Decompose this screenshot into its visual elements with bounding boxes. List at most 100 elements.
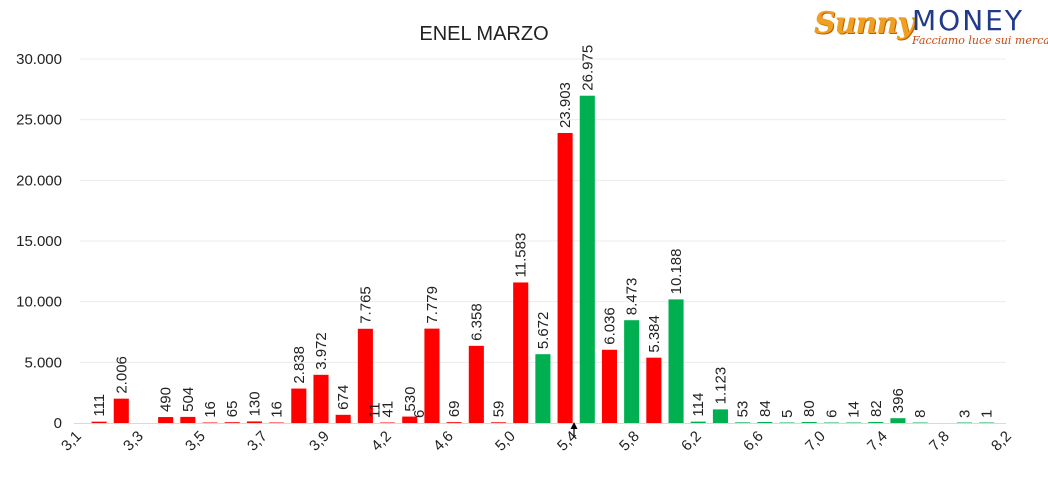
bar (979, 422, 995, 423)
x-tick-label: 6,6 (740, 428, 767, 455)
bar (579, 95, 595, 423)
data-label: 8 (912, 410, 929, 418)
data-label: 59 (491, 401, 508, 418)
bar (291, 388, 307, 423)
data-label: 16 (202, 401, 219, 418)
bar (757, 421, 773, 423)
bar (246, 421, 262, 423)
gridlines (80, 58, 1006, 363)
x-tick-label: 3,3 (120, 428, 147, 455)
x-tick-label: 5,4 (554, 428, 581, 455)
logo-brand-left: Sunny (814, 6, 915, 41)
bar (269, 422, 285, 423)
data-label: 111 (91, 394, 108, 417)
x-tick-label: 4,6 (430, 428, 457, 455)
bar (712, 409, 728, 423)
data-label: 53 (735, 401, 752, 418)
current-price-marker (570, 422, 578, 437)
y-tick-label: 0 (54, 415, 62, 432)
chart-title: ENEL MARZO (419, 23, 548, 45)
bar (513, 282, 529, 423)
bar (357, 328, 373, 423)
bar (557, 132, 573, 423)
x-tick-label: 8,2 (988, 428, 1015, 455)
data-label: 84 (757, 400, 774, 417)
bar (202, 422, 218, 423)
bar (846, 422, 862, 423)
bar (868, 422, 884, 423)
y-tick-label: 25.000 (16, 112, 62, 129)
data-label: 114 (690, 393, 707, 417)
bar (646, 357, 662, 423)
data-label: 80 (801, 400, 818, 417)
y-tick-label: 20.000 (16, 172, 62, 189)
y-axis-ticks: 0 5.000 10.000 15.000 20.000 25.000 30.000 (16, 51, 62, 432)
data-label: 5.672 (535, 312, 552, 350)
y-tick-label: 15.000 (16, 233, 62, 250)
bar (91, 421, 107, 423)
data-label: 10.188 (668, 248, 685, 294)
bar (158, 417, 174, 423)
data-label: 82 (868, 400, 885, 417)
data-label: 3.972 (313, 332, 330, 370)
data-label: 6.036 (601, 307, 618, 345)
data-label: 5 (779, 410, 796, 418)
data-label: 490 (158, 387, 175, 412)
data-label: 6.358 (468, 303, 485, 341)
data-label: 6 (411, 410, 428, 418)
y-tick-label: 5.000 (24, 354, 62, 371)
bar (601, 349, 618, 423)
data-label: 16 (269, 401, 286, 418)
data-label: 14 (846, 401, 863, 418)
data-label: 6 (823, 410, 840, 418)
x-tick-label: 7,4 (864, 428, 891, 455)
x-tick-label: 4,2 (368, 428, 395, 455)
data-label: 11.583 (513, 233, 530, 278)
bar (468, 345, 484, 423)
y-tick-label: 10.000 (16, 294, 62, 311)
x-tick-label: 3,5 (182, 428, 209, 455)
data-label: 69 (446, 400, 463, 417)
data-label: 1 (979, 410, 996, 418)
data-label: 7.779 (424, 286, 441, 324)
data-label: 7.765 (357, 286, 374, 324)
bar (224, 422, 240, 423)
data-label: 8.473 (624, 278, 641, 316)
sunny-money-logo: Sunny MONEY Facciamo luce sui mercati (814, 4, 1048, 48)
marker-arrowhead (570, 422, 578, 429)
x-tick-label: 3,1 (58, 428, 85, 455)
logo-tagline: Facciamo luce sui mercati (912, 34, 1048, 47)
bar (912, 422, 928, 423)
bar (690, 421, 706, 423)
y-tick-label: 30.000 (16, 51, 62, 68)
data-label: 3 (957, 410, 974, 418)
bar (313, 374, 329, 423)
x-tick-label: 7,0 (802, 428, 829, 455)
data-label: 530 (402, 387, 419, 412)
bar (890, 418, 906, 423)
x-tick-label: 5,8 (616, 428, 643, 455)
x-tick-label: 3,9 (306, 428, 333, 455)
data-label: 41 (380, 401, 397, 418)
data-label: 23.903 (557, 82, 574, 128)
bar (424, 328, 440, 423)
bar (535, 354, 551, 423)
data-label: 130 (246, 391, 263, 416)
x-axis-ticks: 3,1 3,3 3,5 3,7 3,9 4,2 4,6 5,0 5,4 5,8 6,2 6,6 7,0 7… (58, 428, 1015, 455)
bar (335, 414, 351, 423)
logo-brand-right: MONEY (912, 4, 1024, 37)
bar (668, 299, 684, 423)
data-label: 11 (366, 402, 383, 418)
bar (113, 398, 129, 423)
data-label: 1.123 (712, 367, 729, 405)
bars (74, 95, 1006, 424)
x-tick-label: 7,8 (926, 428, 953, 455)
bar (735, 422, 751, 423)
data-label: 674 (335, 385, 352, 410)
bar (180, 416, 196, 423)
bar (380, 422, 396, 423)
bar (823, 422, 839, 423)
bar (446, 422, 462, 423)
